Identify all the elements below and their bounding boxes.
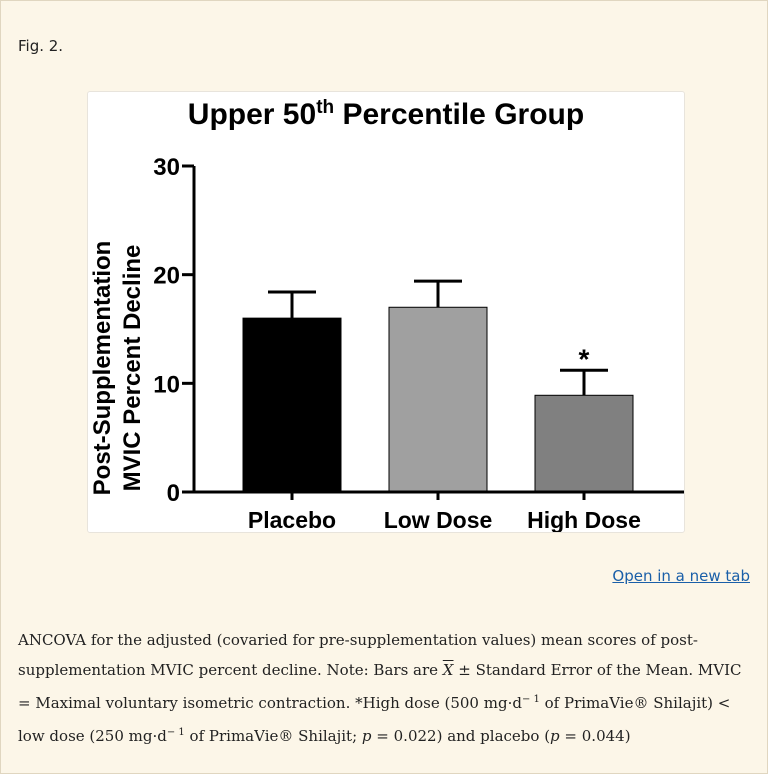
caption-text-5: = 0.022) and placebo ( — [371, 727, 551, 745]
y-tick-label: 10 — [153, 371, 180, 398]
x-tick-label: Low Dose — [384, 507, 493, 532]
significance-marker: * — [579, 343, 590, 374]
caption-text-1: ANCOVA for the adjusted (covaried for pr… — [18, 631, 698, 679]
figure-label: Fig. 2. — [18, 37, 64, 55]
y-axis-label-line1: Post-Supplementation — [89, 241, 116, 496]
caption-sup-1: − 1 — [521, 694, 540, 705]
chart-container: Upper 50th Percentile Group Post-Suppleme… — [87, 91, 685, 533]
y-tick-label: 20 — [153, 263, 180, 290]
y-tick-label: 30 — [153, 154, 180, 181]
figure-caption: ANCOVA for the adjusted (covaried for pr… — [18, 625, 753, 751]
caption-text-4: of PrimaVie® Shilajit; — [184, 727, 362, 745]
y-axis-label-line2: MVIC Percent Decline — [119, 245, 146, 492]
caption-text-2: ± Standard Error of the Mean. MVIC = Max… — [18, 661, 742, 712]
caption-text-6: = 0.044) — [559, 727, 631, 745]
bar — [388, 306, 488, 493]
bar-chart: Upper 50th Percentile Group Post-Suppleme… — [89, 97, 684, 532]
x-tick-label: Placebo — [248, 507, 336, 532]
caption-xbar: X — [442, 661, 454, 679]
caption-sup-2: − 1 — [166, 727, 185, 738]
bar — [534, 394, 634, 493]
caption-text-3: of PrimaVie® Shilajit) < low dose (250 m… — [18, 694, 731, 745]
caption-p-label-1: p — [361, 727, 372, 745]
chart-title: Upper 50th Percentile Group — [188, 97, 584, 131]
x-tick-label: High Dose — [527, 507, 641, 532]
bar — [242, 317, 342, 493]
open-in-new-tab-link[interactable]: Open in a new tab — [612, 567, 750, 585]
caption-p-label-2: p — [550, 727, 560, 745]
y-tick-label: 0 — [167, 480, 180, 507]
